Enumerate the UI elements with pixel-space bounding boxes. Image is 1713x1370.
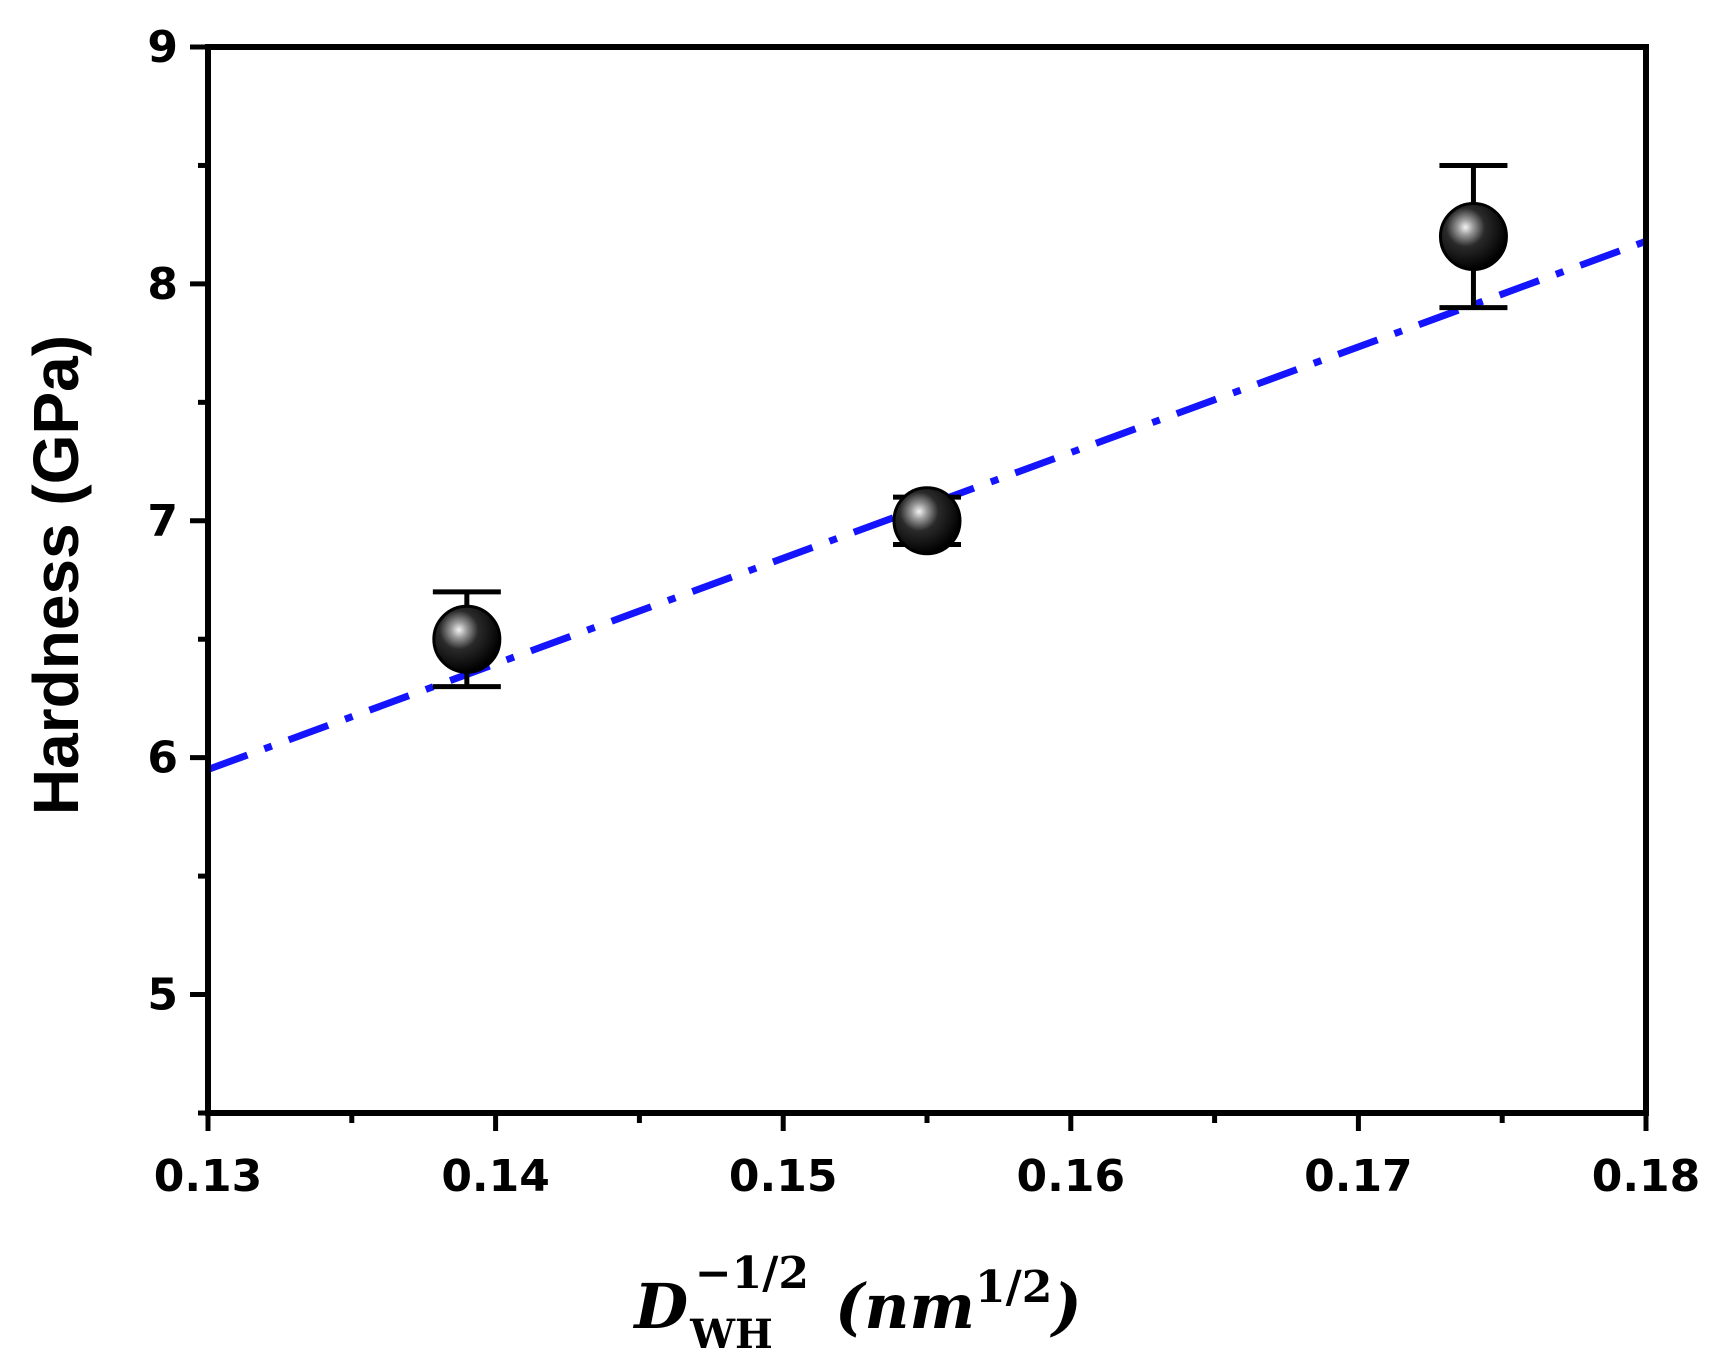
major-ticks [190, 44, 1649, 1131]
x-tick-label: 0.16 [1017, 1151, 1126, 1202]
x-axis-unit-exponent: 1/2 [975, 1262, 1052, 1313]
x-axis-title: DWH −1/2 (nm1/2) [632, 1248, 1081, 1358]
y-tick-label: 9 [147, 22, 178, 73]
y-axis-title: Hardness (GPa) [20, 335, 92, 815]
x-axis-symbol: D [632, 1270, 688, 1343]
y-tick-label: 8 [147, 259, 178, 310]
data-point-group [892, 486, 962, 556]
x-tick-label: 0.14 [441, 1151, 550, 1202]
plot-frame [205, 44, 1649, 1116]
data-point [892, 486, 962, 556]
data-point [1438, 202, 1508, 272]
data-point-group [1438, 162, 1508, 311]
y-tick-label: 7 [147, 496, 178, 547]
x-axis-superscript: −1/2 [695, 1248, 809, 1299]
x-axis-unit: nm [864, 1270, 975, 1343]
x-axis-unit-close: ) [1049, 1270, 1081, 1343]
data-point-group [432, 589, 502, 690]
y-tick-labels: 5 6 7 8 9 [147, 22, 178, 1021]
x-tick-label: 0.18 [1592, 1151, 1701, 1202]
x-tick-label: 0.17 [1304, 1151, 1413, 1202]
minor-ticks [198, 162, 1505, 1123]
x-tick-label: 0.13 [154, 1151, 263, 1202]
x-tick-label: 0.15 [729, 1151, 838, 1202]
x-tick-labels: 0.13 0.14 0.15 0.16 0.17 0.18 [154, 1151, 1701, 1202]
y-tick-label: 6 [147, 733, 178, 784]
x-axis-unit-open: ( [835, 1270, 867, 1343]
x-axis-subscript: WH [689, 1311, 773, 1358]
points-layer [432, 162, 1508, 690]
y-tick-label: 5 [147, 970, 178, 1021]
data-point [432, 604, 502, 674]
